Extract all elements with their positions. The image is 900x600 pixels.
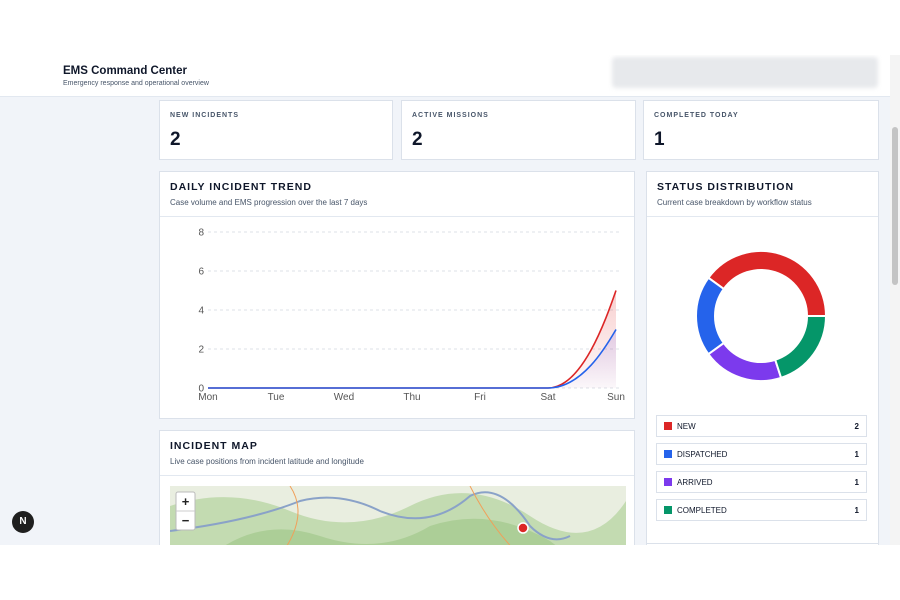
stat-label: COMPLETED TODAY	[654, 112, 739, 119]
map-card: INCIDENT MAP Live case positions from in…	[159, 430, 635, 545]
legend-row: ARRIVED 1	[656, 471, 867, 493]
zoom-in[interactable]: +	[182, 494, 190, 509]
legend-label: COMPLETED	[677, 506, 727, 515]
divider	[647, 216, 878, 217]
divider	[160, 475, 634, 476]
scroll-thumb[interactable]	[892, 127, 898, 285]
header: EMS Command Center Emergency response an…	[0, 55, 890, 97]
card-title: INCIDENT MAP	[170, 440, 258, 452]
legend-label: DISPATCHED	[677, 450, 728, 459]
map: + −	[170, 486, 626, 545]
stat-value: 1	[654, 129, 665, 150]
legend-value: 1	[854, 506, 859, 515]
legend-swatch	[664, 422, 672, 430]
stat-card: ACTIVE MISSIONS 2	[401, 100, 636, 160]
blurred-user-area	[612, 57, 878, 88]
legend-value: 2	[854, 422, 859, 431]
stat-card: NEW INCIDENTS 2	[159, 100, 393, 160]
legend-swatch	[664, 450, 672, 458]
stat-value: 2	[412, 129, 423, 150]
legend-value: 1	[854, 478, 859, 487]
card-subtitle: Live case positions from incident latitu…	[170, 457, 364, 466]
legend-row: COMPLETED 1	[656, 499, 867, 521]
legend-label: ARRIVED	[677, 478, 713, 487]
legend-label: NEW	[677, 422, 696, 431]
stat-value: 2	[170, 129, 181, 150]
legend-row: NEW 2	[656, 415, 867, 437]
card	[646, 543, 879, 545]
card-title: STATUS DISTRIBUTION	[657, 181, 795, 193]
card-title: DAILY INCIDENT TREND	[170, 181, 312, 193]
legend-swatch	[664, 478, 672, 486]
zoom-out[interactable]: −	[182, 513, 190, 528]
divider	[160, 216, 634, 217]
legend-swatch	[664, 506, 672, 514]
app-title: EMS Command Center	[63, 65, 187, 77]
stat-label: ACTIVE MISSIONS	[412, 112, 489, 119]
stat-label: NEW INCIDENTS	[170, 112, 239, 119]
trend-card: DAILY INCIDENT TREND Case volume and EMS…	[159, 171, 635, 419]
app-subtitle: Emergency response and operational overv…	[63, 80, 209, 87]
card-subtitle: Current case breakdown by workflow statu…	[657, 198, 812, 207]
scrollbar	[890, 55, 900, 545]
card-subtitle: Case volume and EMS progression over the…	[170, 198, 368, 207]
legend-value: 1	[854, 450, 859, 459]
legend-row: DISPATCHED 1	[656, 443, 867, 465]
dev-badge[interactable]: N	[12, 511, 34, 533]
stat-card: COMPLETED TODAY 1	[643, 100, 879, 160]
